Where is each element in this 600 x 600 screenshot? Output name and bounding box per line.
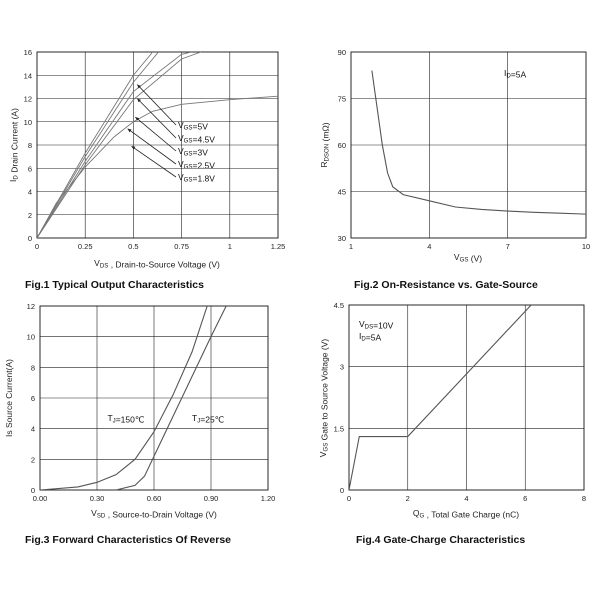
fig3-x-axis-label: VSD , Source-to-Drain Voltage (V) [91, 508, 217, 520]
fig1-series-line-3 [37, 52, 202, 238]
fig1-y-tick-label: 12 [24, 95, 32, 104]
fig4-x-axis-label: QG , Total Gate Charge (nC) [413, 508, 519, 520]
fig1-x-tick-label: 0.75 [174, 242, 189, 251]
fig3-x-tick-label: 0.00 [33, 494, 48, 503]
fig1-annotation-arrowhead [137, 84, 142, 89]
fig1-y-tick-label: 0 [28, 234, 32, 243]
fig1-annotation-pointer [131, 145, 177, 178]
fig2-chart: 1 4 7 10 30 45 60 75 90 VGS (V) RDSON (mΩ) Fig.2 On… [319, 48, 590, 291]
fig1-y-tick-label: 10 [24, 118, 32, 127]
fig1-annotation-arrowhead [127, 128, 132, 133]
fig4-y-tick-label: 0 [340, 486, 344, 495]
fig1-y-axis-label: ID Drain Current (A) [8, 108, 20, 182]
fig3-y-tick-label: 0 [31, 486, 35, 495]
fig3-x-tick-label: 0.90 [204, 494, 219, 503]
fig1-x-tick-label: 0.25 [78, 242, 93, 251]
fig2-y-tick-label: 75 [338, 95, 346, 104]
fig1-y-tick-label: 14 [24, 71, 32, 80]
fig1-y-tick-label: 16 [24, 48, 32, 57]
fig1-series-label: VGS=1.8V [178, 172, 215, 184]
fig3-chart: 0.00 0.30 0.60 0.90 1.20 0 2 4 6 8 10 12 VSD , Sourc… [4, 302, 275, 546]
fig1-x-tick-label: 1 [228, 242, 232, 251]
fig3-series-label: TJ=150℃ [107, 413, 144, 425]
fig1-plot-frame [36, 51, 279, 239]
fig1-series-label: VGS=3V [178, 146, 208, 158]
fig3-y-axis-label: Is Source Current(A) [4, 359, 14, 437]
fig2-x-tick-label: 7 [506, 242, 510, 251]
fig1-series-line-0 [37, 52, 154, 238]
fig2-y-tick-label: 30 [338, 234, 346, 243]
fig4-y-tick-label: 3 [340, 363, 344, 372]
fig4-plot-frame [348, 304, 585, 491]
fig1-series-label: VGS=5V [178, 120, 208, 132]
fig4-y-tick-label: 4.5 [334, 301, 344, 310]
fig2-plot-frame [350, 51, 587, 239]
fig1-y-tick-label: 2 [28, 211, 32, 220]
fig1-x-tick-label: 1.25 [271, 242, 286, 251]
fig2-x-tick-label: 4 [427, 242, 431, 251]
fig1-annotation-pointer [136, 84, 177, 126]
fig2-x-tick-label: 1 [349, 242, 353, 251]
fig4-chart: 0 2 4 6 8 0 1.5 3 4.5 QG , Total Gate Charge (nC)… [318, 301, 586, 546]
fig1-annotation-arrowhead [135, 117, 140, 121]
fig3-x-tick-label: 0.30 [90, 494, 105, 503]
fig1-y-tick-label: 6 [28, 164, 32, 173]
fig3-x-tick-label: 0.60 [147, 494, 162, 503]
fig1-y-tick-label: 8 [28, 141, 32, 150]
fig3-series-line-0 [40, 306, 208, 490]
fig2-caption: Fig.2 On-Resistance vs. Gate-Source [354, 279, 538, 291]
fig3-y-tick-label: 4 [31, 425, 35, 434]
fig1-x-tick-label: 0 [35, 242, 39, 251]
fig2-y-tick-label: 60 [338, 141, 346, 150]
fig1-series-label: VGS=2.5V [178, 159, 215, 171]
fig1-annotation-pointer [136, 98, 177, 139]
fig4-x-tick-label: 4 [464, 494, 468, 503]
fig3-plot-frame [39, 305, 269, 491]
fig1-annotation-arrowhead [137, 98, 142, 103]
fig4-x-tick-label: 6 [523, 494, 527, 503]
fig4-y-tick-label: 1.5 [334, 424, 344, 433]
fig1-caption: Fig.1 Typical Output Characteristics [25, 279, 204, 291]
fig4-x-tick-label: 2 [406, 494, 410, 503]
fig4-condition-label: VDS=10V [359, 319, 394, 331]
fig2-y-tick-label: 90 [338, 48, 346, 57]
fig4-x-tick-label: 8 [582, 494, 586, 503]
fig3-y-tick-label: 12 [27, 302, 35, 311]
fig4-caption: Fig.4 Gate-Charge Characteristics [356, 534, 525, 546]
fig3-y-tick-label: 10 [27, 333, 35, 342]
fig1-annotation-pointer [135, 116, 177, 152]
fig3-x-tick-label: 1.20 [261, 494, 276, 503]
fig4-series-line-0 [349, 305, 532, 490]
fig4-x-tick-label: 0 [347, 494, 351, 503]
fig3-series-label: TJ=25℃ [192, 413, 225, 425]
fig2-y-tick-label: 45 [338, 188, 346, 197]
fig1-annotation-arrowhead [131, 146, 136, 150]
fig2-y-axis-label: RDSON (mΩ) [319, 122, 331, 167]
fig3-y-tick-label: 8 [31, 363, 35, 372]
fig3-series-line-1 [115, 306, 227, 490]
fig2-x-axis-label: VGS (V) [454, 252, 482, 264]
fig3-y-tick-label: 2 [31, 455, 35, 464]
fig1-x-tick-label: 0.5 [128, 242, 138, 251]
fig2-x-tick-label: 10 [582, 242, 590, 251]
fig4-y-axis-label: VGS Gate to Source Voltage (V) [318, 339, 330, 458]
fig3-caption: Fig.3 Forward Characteristics Of Reverse [25, 534, 231, 546]
fig3-y-tick-label: 6 [31, 394, 35, 403]
fig1-chart: 0 0.25 0.5 0.75 1 1.25 0 2 4 6 8 10 12 14 16 VDS , Drai… [8, 48, 285, 291]
fig1-series-line-4 [37, 95, 278, 238]
fig4-condition-label: ID=5A [359, 331, 381, 343]
fig2-series-line-0 [371, 70, 586, 215]
fig2-condition-label: ID=5A [504, 68, 526, 80]
fig1-y-tick-label: 4 [28, 188, 32, 197]
fig1-series-label: VGS=4.5V [178, 133, 215, 145]
fig1-x-axis-label: VDS , Drain-to-Source Voltage (V) [94, 258, 220, 270]
fig1-annotation-pointer [127, 128, 177, 165]
